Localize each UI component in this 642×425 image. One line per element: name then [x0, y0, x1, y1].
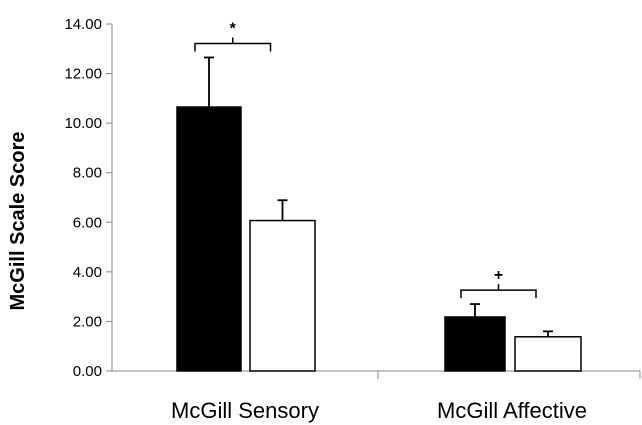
significance-bracket — [460, 284, 537, 299]
bar — [176, 106, 242, 372]
y-tick-label: 12.00 — [64, 66, 102, 83]
significance-marker: * — [230, 20, 237, 37]
bar — [514, 336, 582, 372]
significance-marker: + — [494, 267, 503, 284]
y-axis: 0.00 2.00 4.00 6.00 8.00 10.00 12.00 14.00 — [64, 16, 113, 380]
y-tick-label: 4.00 — [73, 264, 102, 281]
y-tick-label: 0.00 — [73, 363, 102, 380]
y-tick-label: 10.00 — [64, 115, 102, 132]
category-label: McGill Affective — [437, 398, 587, 423]
y-axis-title: McGill Scale Score — [7, 132, 29, 311]
y-tick-label: 14.00 — [64, 16, 102, 33]
bar — [249, 219, 316, 372]
y-tick-label: 2.00 — [73, 313, 102, 330]
y-tick-label: 8.00 — [73, 165, 102, 182]
labels: * McGill Sensory + McGill Affective — [171, 20, 587, 423]
bars — [176, 37, 582, 372]
x-axis — [112, 370, 641, 379]
bar — [444, 316, 506, 372]
category-label: McGill Sensory — [171, 398, 319, 423]
significance-bracket — [194, 37, 272, 52]
y-tick-label: 6.00 — [73, 214, 102, 231]
